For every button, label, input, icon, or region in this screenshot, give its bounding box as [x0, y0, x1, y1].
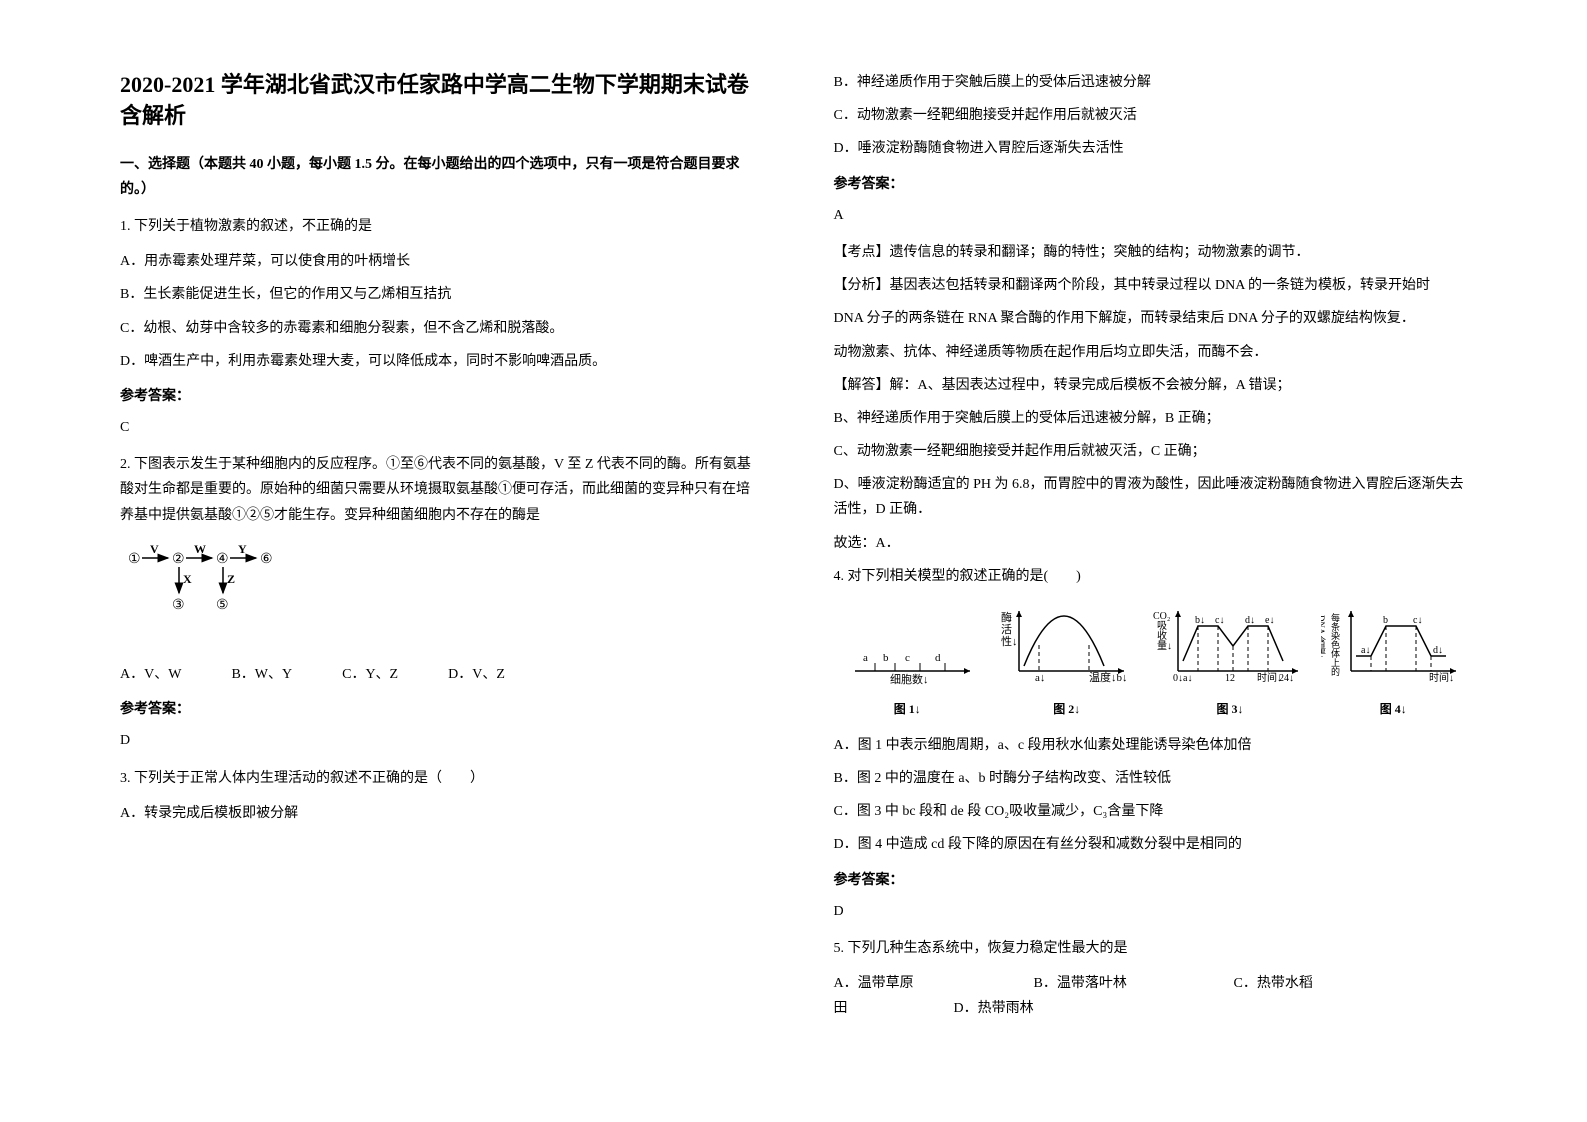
q3-explain-jd2: D、唾液淀粉酶适宜的 PH 为 6.8，而胃腔中的胃液为酸性，因此唾液淀粉酶随食…	[834, 472, 1468, 522]
q5-option-c: C．热带水稻	[1234, 971, 1434, 996]
svg-text:X: X	[183, 572, 192, 586]
svg-text:c↓: c↓	[1413, 615, 1422, 626]
q3-explain-fx2: DNA 分子的两条链在 RNA 聚合酶的作用下解旋，而转录结束后 DNA 分子的…	[834, 306, 1468, 331]
svg-text:量↓: 量↓	[1157, 640, 1172, 652]
svg-text:d: d	[935, 652, 941, 664]
svg-text:Y: Y	[238, 543, 247, 556]
q4-option-d: D．图 4 中造成 cd 段下降的原因在有丝分裂和减数分裂中是相同的	[834, 832, 1468, 857]
q5-option-a: A．温带草原	[834, 971, 1034, 996]
q3-explain-fx1: 【分析】基因表达包括转录和翻译两个阶段，其中转录过程以 DNA 的一条链为模板，…	[834, 273, 1468, 298]
svg-text:性↓: 性↓	[1001, 634, 1018, 648]
q1-option-c: C．幼根、幼芽中含较多的赤霉素和细胞分裂素，但不含乙烯和脱落酸。	[120, 316, 754, 341]
svg-text:温度↓b↓: 温度↓b↓	[1089, 670, 1128, 684]
svg-text:③: ③	[172, 598, 185, 613]
q3-option-b: B．神经递质作用于突触后膜上的受体后迅速被分解	[834, 70, 1468, 95]
q4-fig1: a b c d 细胞数↓ 图 1↓	[834, 601, 982, 721]
q3-answer: A	[834, 203, 1468, 228]
q3-option-c: C．动物激素一经靶细胞接受并起作用后就被灭活	[834, 103, 1468, 128]
q1-answer: C	[120, 415, 754, 440]
svg-text:a↓: a↓	[1183, 673, 1192, 684]
fig4-label: 图 4↓	[1320, 699, 1468, 721]
q4-fig3: CO₂ 吸 收 量↓ b↓ c↓ d↓ e↓ 0↓ a↓ 12 时间↓ 24↓ …	[1153, 601, 1308, 721]
q5-tian: 田	[834, 996, 954, 1021]
q3-explain-fx3: 动物激素、抗体、神经递质等物质在起作用后均立即失活，而酶不会．	[834, 340, 1468, 365]
q5-option-d: D．热带雨林	[954, 996, 1034, 1021]
q3-explain-jd: 【解答】解：A、基因表达过程中，转录完成后模板不会被分解，A 错误；	[834, 373, 1468, 398]
q3-explain-kd: 【考点】遗传信息的转录和翻译；酶的特性；突触的结构；动物激素的调节．	[834, 240, 1468, 265]
q4-fig4: a↓ b c↓ d↓ DNA 含量↓ 每条染色体上的 时间↓ 图 4↓	[1320, 601, 1468, 721]
svg-text:每条染色体上的: 每条染色体上的	[1330, 612, 1340, 677]
svg-text:W: W	[194, 543, 206, 556]
q3-answer-label: 参考答案：	[834, 172, 1468, 197]
svg-text:24↓: 24↓	[1279, 673, 1294, 684]
q1-stem: 1. 下列关于植物激素的叙述，不正确的是	[120, 214, 754, 239]
svg-text:b: b	[1383, 615, 1388, 626]
q4-answer: D	[834, 899, 1468, 924]
q3-explain-jb: B、神经递质作用于突触后膜上的受体后迅速被分解，B 正确；	[834, 406, 1468, 431]
q4-stem: 4. 对下列相关模型的叙述正确的是( )	[834, 564, 1468, 589]
q5-stem: 5. 下列几种生态系统中，恢复力稳定性最大的是	[834, 936, 1468, 961]
q2-answer-label: 参考答案：	[120, 697, 754, 722]
q1-option-a: A．用赤霉素处理芹菜，可以使食用的叶柄增长	[120, 249, 754, 274]
q5-option-b: B．温带落叶林	[1034, 971, 1234, 996]
q2-stem: 2. 下图表示发生于某种细胞内的反应程序。①至⑥代表不同的氨基酸，V 至 Z 代…	[120, 452, 754, 528]
q3-stem: 3. 下列关于正常人体内生理活动的叙述不正确的是（ ）	[120, 766, 754, 791]
q2-option-d: D．V、Z	[448, 662, 505, 687]
svg-text:c↓: c↓	[1215, 615, 1224, 626]
svg-text:d↓: d↓	[1245, 615, 1255, 626]
q3-explain-gx: 故选：A．	[834, 531, 1468, 556]
fig2-label: 图 2↓	[993, 699, 1141, 721]
svg-text:0↓: 0↓	[1173, 673, 1183, 684]
q2-options: A．V、W B．W、Y C．Y、Z D．V、Z	[120, 662, 754, 687]
svg-text:DNA 含量↓: DNA 含量↓	[1321, 615, 1326, 659]
q4-fig2: 酶 活 性↓ a↓ 温度↓b↓ 图 2↓	[993, 601, 1141, 721]
svg-text:a: a	[863, 652, 868, 664]
q2-reaction-diagram: ① V ② W ④ Y ⑥ X ③ Z ⑤	[120, 543, 295, 647]
svg-text:⑥: ⑥	[260, 552, 273, 567]
svg-text:①: ①	[128, 552, 141, 567]
q2-option-b: B．W、Y	[231, 662, 292, 687]
svg-text:b: b	[883, 652, 889, 664]
svg-text:c: c	[905, 652, 910, 664]
svg-text:12: 12	[1225, 673, 1235, 684]
q4-charts: a b c d 细胞数↓ 图 1↓ 酶 活 性↓ a↓ 温度↓b↓	[834, 601, 1468, 721]
section-header: 一、选择题（本题共 40 小题，每小题 1.5 分。在每小题给出的四个选项中，只…	[120, 152, 754, 202]
page-title: 2020-2021 学年湖北省武汉市任家路中学高二生物下学期期末试卷含解析	[120, 70, 754, 132]
svg-text:b↓: b↓	[1195, 615, 1205, 626]
svg-text:②: ②	[172, 552, 185, 567]
q5-options: A．温带草原 B．温带落叶林 C．热带水稻 田 D．热带雨林	[834, 971, 1468, 1021]
q4-option-c: C．图 3 中 bc 段和 de 段 CO₂吸收量减少，C₃含量下降	[834, 799, 1468, 824]
svg-text:a↓: a↓	[1035, 672, 1045, 684]
svg-text:a↓: a↓	[1361, 645, 1370, 656]
q2-answer: D	[120, 728, 754, 753]
q4-option-a: A．图 1 中表示细胞周期，a、c 段用秋水仙素处理能诱导染色体加倍	[834, 733, 1468, 758]
q3-option-a: A．转录完成后模板即被分解	[120, 801, 754, 826]
fig3-label: 图 3↓	[1153, 699, 1308, 721]
q3-option-d: D．唾液淀粉酶随食物进入胃腔后逐渐失去活性	[834, 136, 1468, 161]
svg-text:e↓: e↓	[1265, 615, 1274, 626]
svg-text:⑤: ⑤	[216, 598, 229, 613]
q1-option-b: B．生长素能促进生长，但它的作用又与乙烯相互拮抗	[120, 282, 754, 307]
svg-text:Z: Z	[227, 572, 235, 586]
svg-text:酶: 酶	[1001, 611, 1012, 624]
svg-text:④: ④	[216, 552, 229, 567]
q4-answer-label: 参考答案：	[834, 868, 1468, 893]
q3-explain-jc: C、动物激素一经靶细胞接受并起作用后就被灭活，C 正确；	[834, 439, 1468, 464]
q2-option-c: C．Y、Z	[342, 662, 398, 687]
svg-text:d↓: d↓	[1433, 645, 1443, 656]
q4-option-b: B．图 2 中的温度在 a、b 时酶分子结构改变、活性较低	[834, 766, 1468, 791]
q1-answer-label: 参考答案：	[120, 384, 754, 409]
svg-text:时间↓: 时间↓	[1429, 671, 1454, 684]
fig1-label: 图 1↓	[834, 699, 982, 721]
svg-text:活: 活	[1001, 623, 1012, 636]
svg-text:细胞数↓: 细胞数↓	[890, 673, 929, 686]
q1-option-d: D．啤酒生产中，利用赤霉素处理大麦，可以降低成本，同时不影响啤酒品质。	[120, 349, 754, 374]
q2-option-a: A．V、W	[120, 662, 181, 687]
svg-text:V: V	[150, 543, 159, 556]
